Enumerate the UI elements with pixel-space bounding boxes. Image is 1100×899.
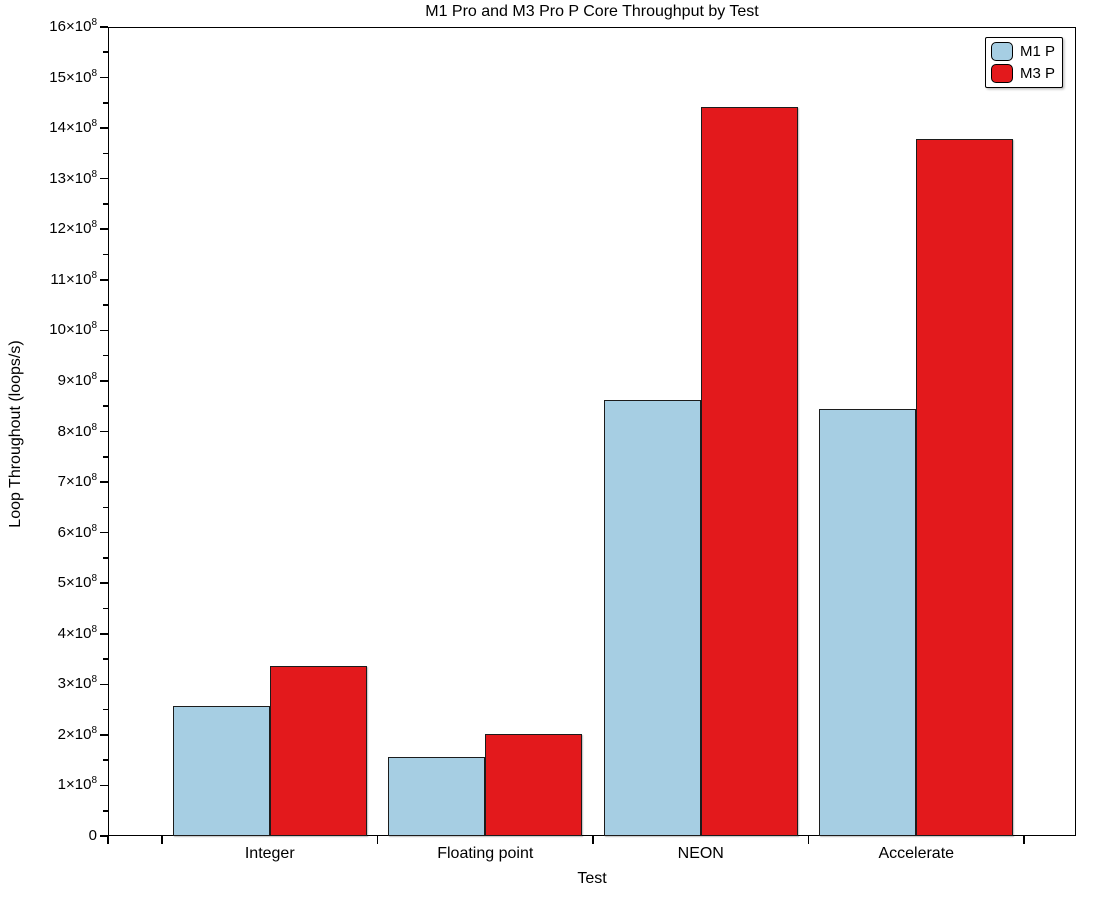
y-tick-minor — [103, 253, 108, 256]
y-tick-label: 14×108 — [49, 118, 97, 137]
y-tick-label: 15×108 — [49, 67, 97, 86]
y-tick-minor — [103, 658, 108, 660]
y-tick-minor — [103, 354, 108, 357]
y-tick-label: 12×108 — [49, 219, 97, 238]
y-tick-major — [100, 784, 108, 787]
y-tick-minor — [103, 708, 108, 711]
legend-swatch-m3-p — [991, 64, 1013, 83]
bar-m3-p-neon — [700, 107, 798, 836]
y-tick-major — [100, 380, 108, 382]
bar-m3-p-integer — [269, 665, 367, 836]
y-tick-minor — [103, 455, 108, 458]
y-tick-label: 1×108 — [57, 775, 97, 794]
y-tick-label: 7×108 — [57, 472, 97, 491]
y-tick-exponent: 8 — [91, 168, 97, 180]
y-tick-minor — [103, 152, 108, 155]
y-tick-exponent: 8 — [91, 421, 97, 433]
y-tick-minor — [103, 405, 108, 407]
y-tick-exponent: 8 — [91, 674, 97, 686]
x-tick-label-neon: NEON — [677, 845, 724, 862]
y-tick-major — [100, 177, 108, 180]
y-tick-label: 13×108 — [49, 168, 97, 187]
x-tick — [592, 836, 594, 844]
bar-m1-p-integer — [172, 705, 270, 836]
y-tick-minor — [103, 203, 108, 205]
legend-label: M1 P — [1020, 43, 1056, 60]
x-tick — [107, 836, 109, 844]
y-tick-minor — [103, 759, 108, 761]
x-tick-label-floating-point: Floating point — [437, 845, 534, 862]
y-tick-exponent: 8 — [91, 472, 97, 484]
y-tick-minor — [103, 557, 108, 559]
x-tick — [807, 836, 810, 844]
y-tick-exponent: 8 — [91, 118, 97, 130]
y-tick-label: 10×108 — [49, 320, 97, 339]
y-tick-exponent: 8 — [91, 67, 97, 79]
bar-m3-p-accelerate — [916, 139, 1014, 836]
chart-title: M1 Pro and M3 Pro P Core Throughput by T… — [425, 3, 759, 20]
y-tick-major — [100, 481, 108, 483]
y-tick-minor — [103, 506, 108, 509]
y-tick-exponent: 8 — [91, 775, 97, 787]
y-tick-minor — [103, 304, 108, 306]
y-tick-label: 6×108 — [57, 522, 97, 541]
y-tick-exponent: 8 — [91, 320, 97, 332]
bar-m1-p-neon — [603, 400, 701, 836]
y-tick-minor — [103, 51, 108, 54]
y-tick-minor — [103, 607, 108, 610]
y-tick-major — [100, 531, 108, 534]
y-tick-major — [100, 329, 108, 332]
y-tick-label: 4×108 — [57, 623, 97, 642]
y-tick-minor — [103, 102, 108, 104]
y-tick-major — [100, 127, 108, 129]
legend-item-m3-p: M3 P — [991, 64, 1055, 83]
y-tick-exponent: 8 — [91, 623, 97, 635]
y-tick-exponent: 8 — [91, 522, 97, 534]
y-tick-exponent: 8 — [91, 17, 97, 28]
y-tick-label: 2×108 — [57, 724, 97, 743]
y-tick-label: 9×108 — [57, 370, 97, 389]
y-tick-label: 0 — [88, 827, 97, 844]
legend-item-m1-p: M1 P — [991, 42, 1055, 61]
y-tick-exponent: 8 — [91, 573, 97, 585]
y-tick-exponent: 8 — [91, 269, 97, 281]
y-tick-label: 8×108 — [57, 421, 97, 440]
x-tick — [1023, 836, 1025, 844]
y-tick-major — [100, 632, 108, 635]
y-tick-major — [100, 76, 108, 79]
legend-label: M3 P — [1020, 65, 1056, 82]
bar-m1-p-floating-point — [388, 757, 486, 836]
x-tick-label-integer: Integer — [244, 845, 295, 862]
x-tick-label-accelerate: Accelerate — [878, 845, 955, 862]
x-tick — [161, 836, 163, 844]
y-tick-label: 16×108 — [49, 17, 97, 36]
bar-m1-p-accelerate — [819, 408, 917, 836]
y-tick-major — [100, 228, 108, 231]
y-tick-exponent: 8 — [91, 724, 97, 736]
bar-m3-p-floating-point — [485, 734, 583, 836]
y-tick-label: 5×108 — [57, 573, 97, 592]
y-tick-major — [100, 835, 108, 837]
y-tick-exponent: 8 — [91, 219, 97, 231]
y-tick-major — [100, 26, 108, 28]
legend-swatch-m1-p — [991, 42, 1013, 61]
y-tick-major — [100, 734, 108, 736]
y-tick-exponent: 8 — [91, 370, 97, 382]
x-axis-title: Test — [577, 870, 607, 887]
y-tick-major — [100, 582, 108, 584]
y-tick-major — [100, 683, 108, 686]
y-tick-minor — [103, 809, 108, 812]
y-tick-major — [100, 430, 108, 433]
x-tick — [376, 836, 379, 844]
y-tick-major — [100, 279, 108, 281]
legend: M1 P M3 P — [985, 37, 1064, 88]
y-tick-label: 11×108 — [50, 269, 97, 288]
y-tick-label: 3×108 — [57, 674, 97, 693]
